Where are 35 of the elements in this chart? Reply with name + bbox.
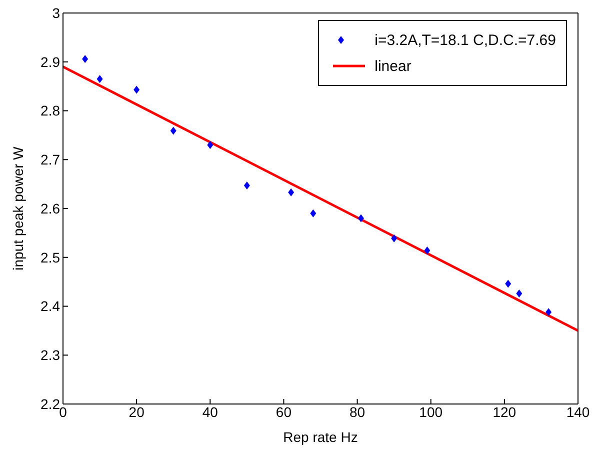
point [82,54,88,63]
point [244,182,250,190]
x-tick-label: 80 [349,404,366,420]
x-tick-label: 140 [566,404,590,420]
y-tick-label: 2.2 [40,396,60,412]
point [358,214,364,222]
point [516,290,522,298]
point [505,280,512,288]
point [288,188,294,196]
x-tick-label: 40 [202,404,218,420]
x-tick-label: 60 [276,404,292,420]
x-tick-label: 120 [492,404,516,420]
point [96,74,103,83]
x-tick-label: 0 [59,404,68,420]
point [170,126,176,135]
y-tick-label: 2.9 [40,54,60,70]
point [546,308,552,316]
x-tick-label: 100 [419,404,443,420]
point [391,234,398,242]
x-axis-title: Rep rate Hz [283,429,358,445]
y-tick-label: 2.7 [40,152,60,168]
y-tick-label: 2.3 [40,347,60,364]
y-tick-label: 3 [52,4,60,21]
x-tick-label: 20 [128,404,145,420]
y-tick-label: 2.5 [40,249,60,266]
y-axis-title: input peak power W [10,146,26,270]
legend-label: linear [374,58,412,74]
point [310,209,316,218]
y-tick-label: 2.8 [40,102,60,119]
point [134,86,140,94]
y-tick-label: 2.6 [40,200,60,216]
legend-label: i=3.2A,T=18.1 C,D.C.=7.69 [374,32,556,48]
y-tick-label: 2.4 [40,298,60,314]
point [207,140,214,149]
point [424,246,430,255]
